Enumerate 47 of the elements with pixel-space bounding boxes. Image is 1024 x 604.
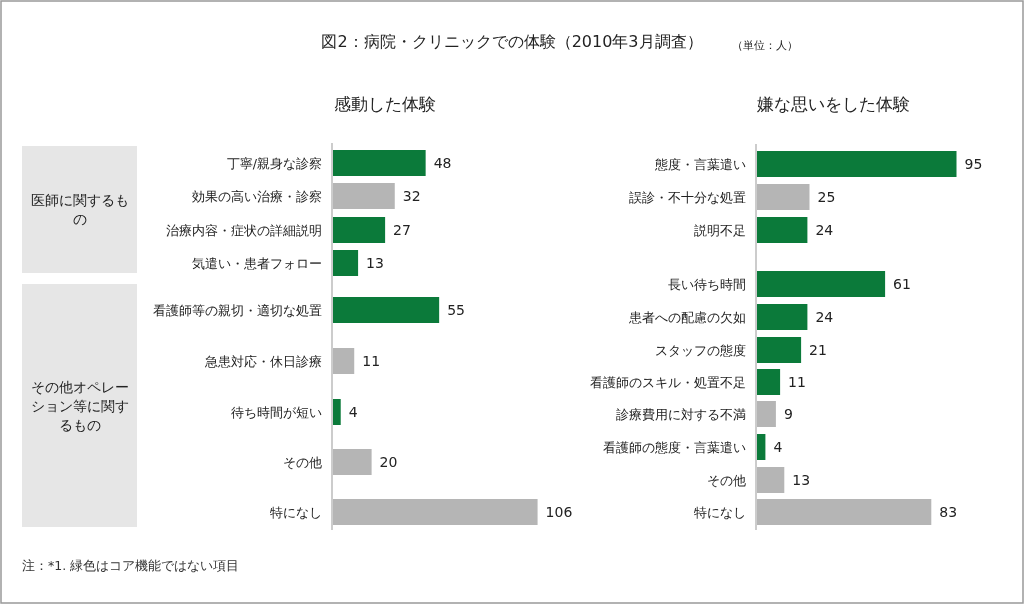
y-tick-label: 治療内容・症状の詳細説明: [166, 223, 322, 238]
data-label: 13: [366, 255, 384, 271]
data-label: 83: [939, 504, 958, 520]
data-label: 20: [379, 454, 398, 470]
y-tick-label: 診療費用に対する不満: [616, 407, 746, 422]
data-label: 13: [792, 472, 811, 488]
y-tick-label: 気遣い・患者フォロー: [192, 256, 322, 271]
y-tick-label: 看護師等の親切・適切な処置: [153, 303, 322, 318]
text: 図2：病院・クリニックでの体験（2010年3月調査）: [321, 32, 703, 51]
data-label: 11: [362, 353, 381, 369]
data-label: 25: [817, 189, 836, 205]
data-label: 32: [402, 188, 421, 204]
y-tick-label: 待ち時間が短い: [231, 405, 322, 420]
text: その他オペレーション等に関するもの: [30, 378, 129, 433]
y-tick-label: 説明不足: [694, 223, 746, 238]
data-label: 106: [545, 504, 573, 520]
y-tick-label: 急患対応・休日診療: [204, 354, 322, 369]
y-tick-label: 効果の高い治療・診察: [192, 189, 322, 204]
y-tick-label: 患者への配慮の欠如: [628, 310, 746, 325]
data-label: 48: [433, 155, 452, 171]
chart-title: 感動した体験: [334, 94, 436, 114]
chart-title: 嫌な思いをした体験: [756, 94, 910, 114]
y-tick-label: 特になし: [270, 505, 322, 520]
data-label: 24: [815, 309, 834, 325]
y-tick-label: その他: [283, 455, 322, 470]
data-label: 55: [447, 302, 465, 318]
y-tick-label: 丁寧/親身な診察: [226, 156, 322, 171]
text: （単位：人）: [732, 39, 798, 52]
y-tick-label: スタッフの態度: [655, 343, 746, 358]
y-tick-label: 誤診・不十分な処置: [629, 190, 746, 205]
y-tick-label: 看護師のスキル・処置不足: [590, 375, 746, 390]
data-label: 21: [809, 342, 827, 358]
data-label: 4: [773, 439, 783, 455]
text: 医師に関するもの: [30, 192, 129, 227]
y-tick-label: その他: [707, 473, 746, 488]
data-label: 24: [815, 222, 834, 238]
y-tick-label: 看護師の態度・言葉遣い: [603, 440, 746, 455]
text: 注：*1. 緑色はコア機能ではない項目: [22, 558, 240, 573]
y-tick-label: 特になし: [694, 505, 746, 520]
data-label: 11: [788, 374, 806, 390]
data-label: 4: [348, 404, 358, 420]
y-tick-label: 長い待ち時間: [668, 277, 746, 292]
y-tick-label: 態度・言葉遣い: [654, 157, 746, 172]
data-label: 27: [393, 222, 411, 238]
data-label: 61: [893, 276, 911, 292]
data-label: 9: [783, 406, 793, 422]
data-label: 95: [964, 156, 983, 172]
